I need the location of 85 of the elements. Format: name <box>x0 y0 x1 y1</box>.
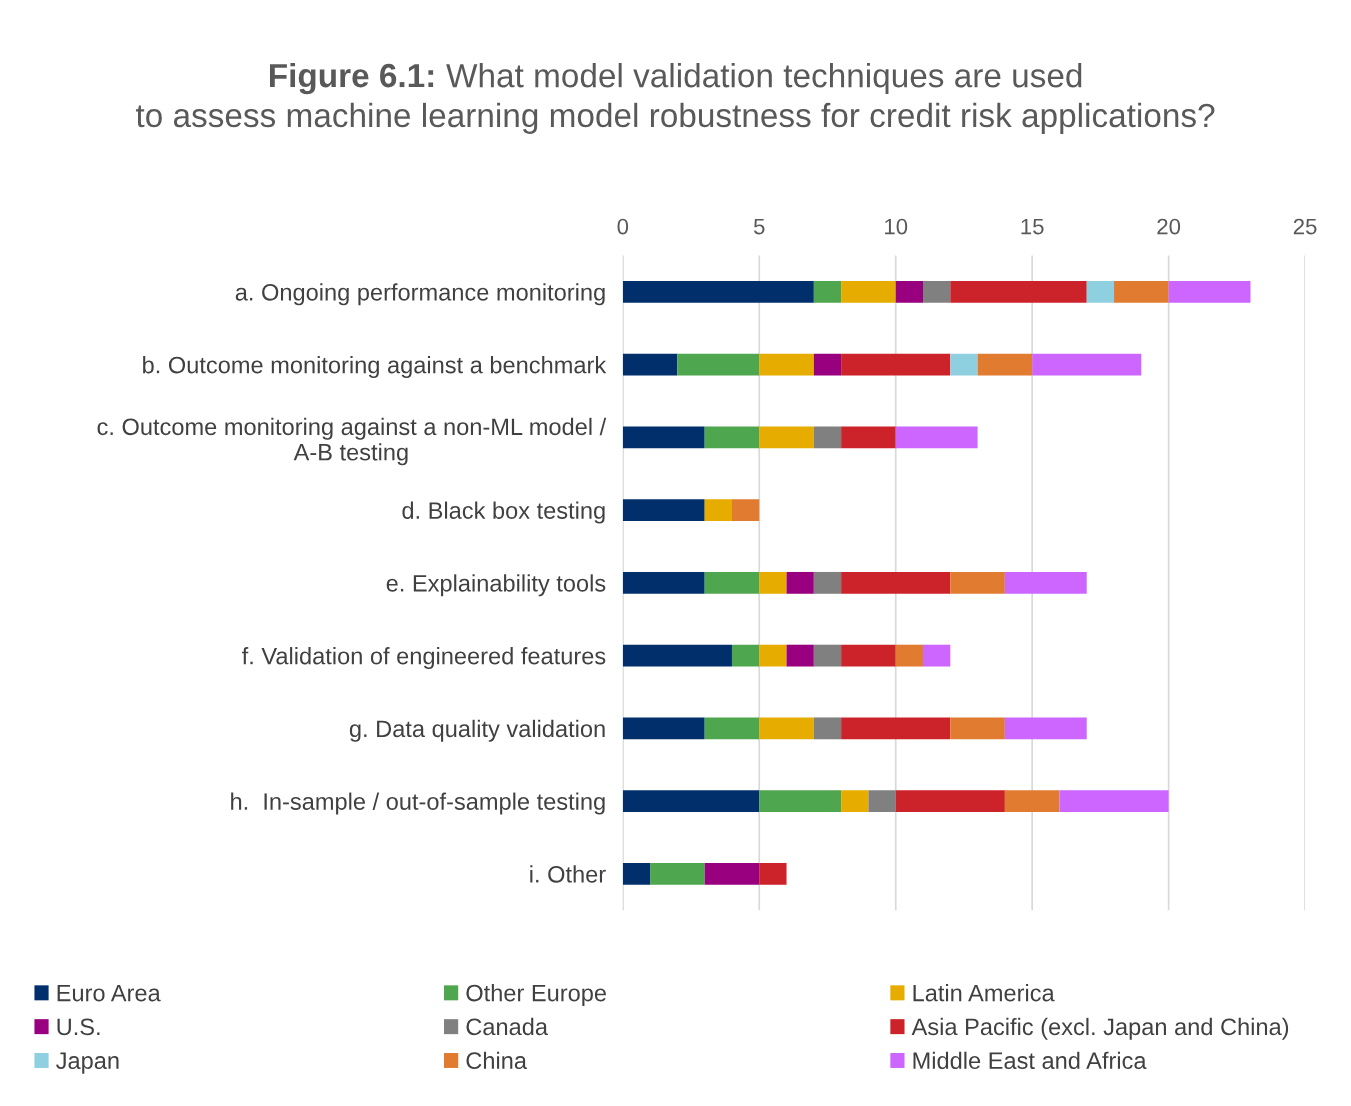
legend-label: U.S. <box>57 1018 100 1036</box>
bar <box>841 790 869 813</box>
bar <box>868 790 896 813</box>
bar <box>895 426 978 449</box>
y-tick-label: d. Black box testing <box>402 501 605 524</box>
bar <box>1086 280 1115 303</box>
bar <box>622 571 705 594</box>
y-tick-label: c. Outcome monitoring against a non-ML model / A-B testing <box>97 417 607 466</box>
bar <box>759 717 814 740</box>
bar <box>895 790 1005 813</box>
chart-title: Figure 6.1: What model validation techniques are used to assess machine learning model robustness for credit risk applications? <box>135 62 1215 134</box>
bar <box>1114 280 1169 303</box>
legend-label: Middle East and Africa <box>913 1051 1147 1070</box>
legend-label: Japan <box>56 1052 119 1074</box>
bar <box>759 862 787 885</box>
bar <box>1004 571 1087 594</box>
bar <box>1168 280 1251 303</box>
bar <box>731 499 760 522</box>
bar <box>704 426 760 449</box>
bar <box>895 644 923 667</box>
bar <box>841 717 951 740</box>
bar <box>813 644 842 667</box>
bar <box>950 571 1005 594</box>
bar <box>622 353 678 376</box>
bar <box>622 644 732 667</box>
x-tick-label: 5 <box>753 218 765 235</box>
bar <box>622 790 760 813</box>
bar <box>813 717 842 740</box>
bar <box>950 280 1087 303</box>
bar <box>622 717 705 740</box>
bar <box>841 353 951 376</box>
x-tick-label: 25 <box>1293 218 1317 235</box>
bar <box>759 426 814 449</box>
bar <box>1059 790 1169 813</box>
x-tick-label: 20 <box>1157 218 1181 235</box>
bar <box>813 353 842 376</box>
bar <box>704 717 760 740</box>
bar <box>650 862 705 885</box>
bar <box>977 353 1033 376</box>
bar <box>923 644 951 667</box>
bar <box>704 499 732 522</box>
legend-label: Asia Pacific (excl. Japan and China) <box>911 1017 1289 1040</box>
y-tick-label: h. In-sample / out-of-sample testing <box>231 792 605 815</box>
bar <box>704 862 760 885</box>
bar <box>677 353 760 376</box>
bar <box>841 571 951 594</box>
bar <box>731 644 760 667</box>
legend-label: Euro Area <box>57 984 161 1002</box>
bar <box>622 862 651 885</box>
y-tick-label: a. Ongoing performance monitoring <box>235 283 605 306</box>
bar <box>759 644 787 667</box>
x-tick-label: 15 <box>1021 218 1044 235</box>
x-tick-label: 0 <box>617 218 629 235</box>
bar <box>841 426 896 449</box>
bar <box>841 280 896 303</box>
bar <box>786 644 814 667</box>
bar <box>704 571 760 594</box>
bar <box>895 280 923 303</box>
bar <box>950 717 1005 740</box>
bar <box>759 790 842 813</box>
y-tick-label: f. Validation of engineered features <box>242 647 606 670</box>
bar <box>841 644 896 667</box>
legend-label: Other Europe <box>466 984 606 1007</box>
bar <box>759 353 814 376</box>
bar <box>622 280 814 303</box>
bar <box>622 426 705 449</box>
x-tick-label: 10 <box>885 218 908 235</box>
bar <box>950 353 978 376</box>
bar <box>786 571 814 594</box>
bar <box>759 571 787 594</box>
legend-label: Latin America <box>913 984 1055 1002</box>
bar <box>1004 790 1060 813</box>
bar <box>622 499 705 522</box>
legend-label: Canada <box>466 1017 548 1036</box>
bar <box>813 571 842 594</box>
y-tick-label: i. Other <box>530 865 606 883</box>
legend-label: China <box>466 1051 527 1070</box>
bar <box>813 280 842 303</box>
bar <box>813 426 842 449</box>
bar <box>1004 717 1087 740</box>
bar <box>1032 353 1142 376</box>
y-tick-label: e. Explainability tools <box>386 574 606 597</box>
y-tick-label: g. Data quality validation <box>349 719 605 742</box>
bar <box>923 280 951 303</box>
y-tick-label: b. Outcome monitoring against a benchmark <box>143 356 607 379</box>
